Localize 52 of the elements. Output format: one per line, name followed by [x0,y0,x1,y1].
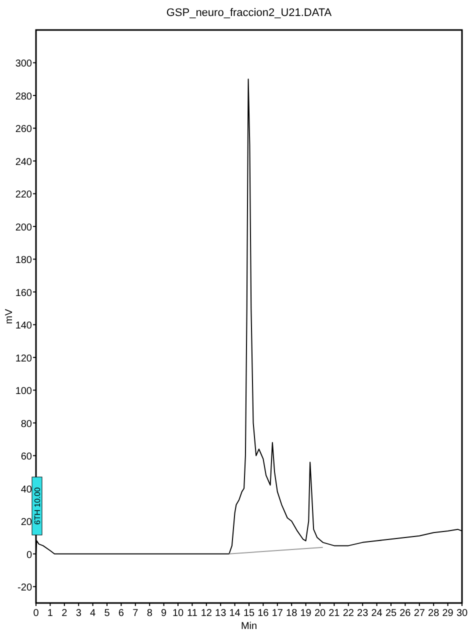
y-tick-label: 100 [15,386,32,398]
x-tick-label: 26 [400,608,412,619]
x-tick-label: 1 [47,608,54,619]
x-tick-label: 21 [328,608,340,619]
y-tick-label: 0 [26,550,32,561]
x-tick-label: 3 [76,608,82,619]
x-tick-label: 4 [90,608,96,619]
x-tick-label: 12 [200,608,212,619]
x-tick-label: 24 [371,608,383,619]
x-tick-label: 15 [243,608,255,619]
y-tick-label: 280 [15,91,32,102]
y-tick-label: 260 [15,124,32,136]
x-tick-label: 13 [215,608,227,619]
y-tick-label: 240 [15,156,32,168]
y-tick-label: 200 [15,222,32,234]
y-tick-label: 20 [20,517,32,528]
x-axis-title: Min [240,621,258,632]
x-tick-label: 9 [161,608,168,619]
x-tick-label: 18 [286,608,298,619]
x-tick-label: 2 [62,608,68,619]
x-tick-label: 20 [314,608,326,619]
x-tick-label: 29 [442,608,454,619]
y-tick-label: 220 [15,190,32,201]
y-tick-label: 120 [15,353,32,364]
x-tick-label: 8 [146,608,153,619]
x-tick-label: 16 [258,608,270,619]
y-tick-label: 140 [15,320,32,332]
y-axis-title: mV [4,308,15,324]
x-tick-label: 27 [414,608,426,619]
x-tick-label: 7 [132,608,139,619]
x-tick-label: 30 [456,608,468,619]
x-tick-label: 10 [172,608,184,619]
x-tick-label: 0 [33,608,40,619]
y-tick-label: 300 [15,58,32,70]
chart-title: GSP_neuro_fraccion2_U21.DATA [166,7,332,19]
x-tick-label: 25 [385,608,397,619]
annotation: 6TH 10.00 [33,486,42,525]
x-tick-label: 23 [357,608,369,619]
x-tick-label: 11 [187,608,198,619]
x-tick-label: 19 [300,608,312,619]
x-tick-label: 28 [428,608,440,619]
x-tick-label: 6 [118,608,124,619]
y-tick-label: 40 [20,484,32,496]
x-tick-label: 17 [272,608,284,619]
y-tick-label: 80 [20,418,32,430]
y-tick-label: 60 [20,452,32,463]
x-tick-label: 22 [342,608,354,619]
x-tick-label: 14 [229,608,241,619]
y-tick-label: 180 [15,255,32,266]
x-tick-label: 5 [104,608,110,619]
y-tick-label: 160 [15,288,32,299]
y-tick-label: -20 [18,582,32,594]
